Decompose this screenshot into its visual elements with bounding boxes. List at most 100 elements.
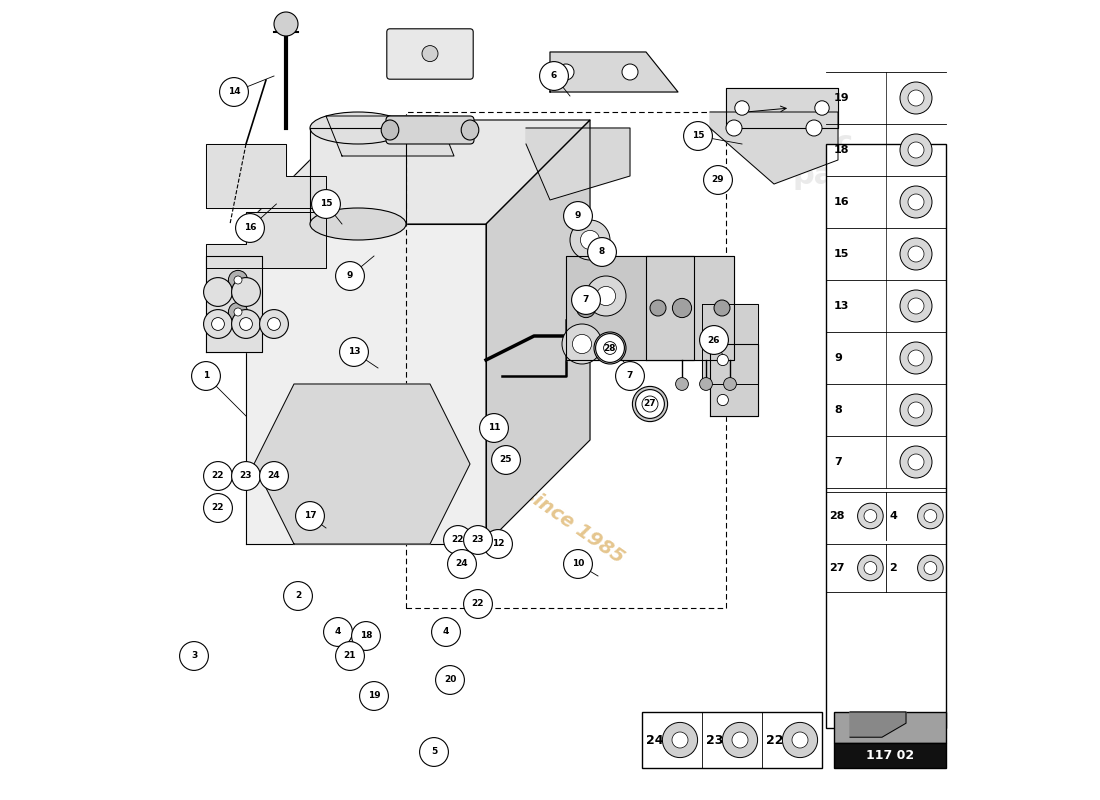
Circle shape — [480, 414, 508, 442]
FancyBboxPatch shape — [387, 29, 473, 79]
Text: 29: 29 — [712, 175, 724, 185]
Circle shape — [900, 446, 932, 478]
Circle shape — [562, 324, 602, 364]
Circle shape — [274, 12, 298, 36]
Circle shape — [924, 562, 937, 574]
Text: 11: 11 — [487, 423, 500, 433]
Text: 7: 7 — [834, 457, 842, 467]
Circle shape — [900, 290, 932, 322]
Circle shape — [900, 342, 932, 374]
Text: 13: 13 — [834, 301, 849, 311]
Circle shape — [792, 732, 808, 748]
Circle shape — [587, 238, 616, 266]
Text: 18: 18 — [360, 631, 372, 641]
Circle shape — [558, 64, 574, 80]
Circle shape — [908, 194, 924, 210]
Circle shape — [723, 722, 758, 758]
Text: 8: 8 — [598, 247, 605, 257]
Bar — [826, 144, 946, 728]
Circle shape — [360, 682, 388, 710]
Text: 22: 22 — [452, 535, 464, 545]
Circle shape — [204, 310, 232, 338]
Polygon shape — [486, 120, 590, 544]
Text: 28: 28 — [604, 343, 616, 353]
Text: 15: 15 — [692, 131, 704, 141]
Circle shape — [232, 278, 261, 306]
Circle shape — [672, 732, 688, 748]
Circle shape — [240, 318, 252, 330]
Circle shape — [917, 503, 943, 529]
Text: 9: 9 — [346, 271, 353, 281]
Text: 20: 20 — [443, 675, 456, 685]
Text: 24: 24 — [455, 559, 469, 569]
Text: 28: 28 — [829, 511, 845, 521]
Text: 7: 7 — [583, 295, 590, 305]
Circle shape — [267, 318, 280, 330]
Ellipse shape — [310, 112, 406, 144]
Circle shape — [204, 494, 232, 522]
Polygon shape — [710, 112, 838, 184]
Bar — [834, 712, 946, 742]
Circle shape — [782, 722, 817, 758]
Circle shape — [563, 550, 593, 578]
Circle shape — [220, 282, 232, 294]
Polygon shape — [254, 384, 470, 544]
Circle shape — [570, 220, 611, 260]
Circle shape — [900, 394, 932, 426]
Circle shape — [594, 332, 626, 364]
Text: parts: parts — [793, 162, 883, 190]
Text: a passion for parts since 1985: a passion for parts since 1985 — [344, 361, 627, 567]
Circle shape — [724, 378, 736, 390]
Circle shape — [336, 642, 364, 670]
Circle shape — [422, 46, 438, 62]
Circle shape — [917, 555, 943, 581]
Text: 16: 16 — [244, 223, 256, 233]
Circle shape — [436, 666, 464, 694]
Circle shape — [204, 462, 232, 490]
Ellipse shape — [310, 208, 406, 240]
Circle shape — [572, 334, 592, 354]
Circle shape — [191, 362, 220, 390]
Text: 2: 2 — [295, 591, 301, 601]
Circle shape — [463, 526, 493, 554]
Circle shape — [675, 378, 689, 390]
Polygon shape — [646, 256, 734, 360]
Text: 18: 18 — [834, 145, 849, 155]
Circle shape — [492, 446, 520, 474]
Circle shape — [858, 555, 883, 581]
Text: 23: 23 — [240, 471, 252, 481]
Circle shape — [650, 300, 666, 316]
Circle shape — [595, 334, 625, 362]
Bar — [642, 712, 822, 768]
Text: 26: 26 — [707, 335, 721, 345]
Bar — [834, 742, 946, 768]
Circle shape — [576, 298, 595, 318]
Circle shape — [700, 378, 713, 390]
Text: 22: 22 — [211, 503, 224, 513]
Polygon shape — [702, 304, 758, 384]
Circle shape — [296, 502, 324, 530]
Circle shape — [908, 454, 924, 470]
Circle shape — [586, 276, 626, 316]
Text: euroc: euroc — [758, 130, 854, 158]
Text: 17: 17 — [304, 511, 317, 521]
Circle shape — [235, 214, 264, 242]
Text: 14: 14 — [228, 87, 240, 97]
Text: 22: 22 — [472, 599, 484, 609]
Circle shape — [463, 590, 493, 618]
Circle shape — [806, 120, 822, 136]
Circle shape — [908, 142, 924, 158]
Text: 1: 1 — [202, 371, 209, 381]
Circle shape — [211, 318, 224, 330]
Ellipse shape — [461, 120, 478, 140]
Circle shape — [220, 314, 232, 326]
Polygon shape — [726, 88, 838, 128]
Circle shape — [260, 310, 288, 338]
Circle shape — [632, 386, 668, 422]
Circle shape — [323, 618, 352, 646]
Circle shape — [726, 120, 742, 136]
Text: 6: 6 — [551, 71, 557, 81]
Polygon shape — [310, 128, 406, 224]
Circle shape — [924, 510, 937, 522]
Circle shape — [232, 462, 261, 490]
